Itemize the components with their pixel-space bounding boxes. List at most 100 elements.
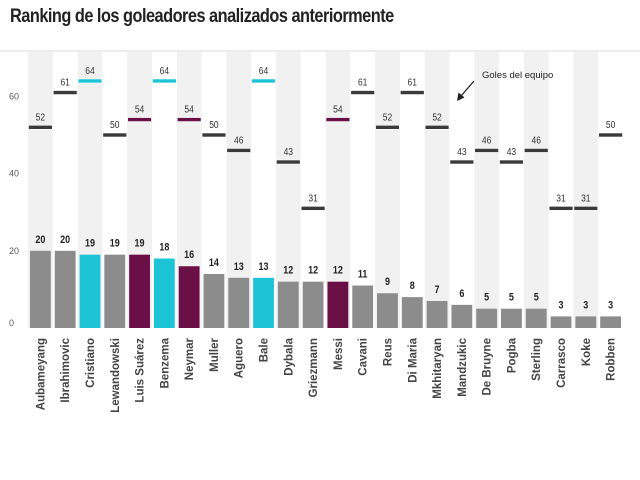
bar-22 <box>550 316 572 328</box>
team-goal-label: 61 <box>358 77 367 88</box>
team-goal-label: 64 <box>85 65 94 76</box>
annotation-text: Goles del equipo <box>482 70 553 81</box>
x-tick-label: Carrasco <box>556 338 568 388</box>
bar-value-label: 19 <box>85 238 95 250</box>
team-goal-label: 50 <box>606 119 615 130</box>
bars <box>29 250 622 328</box>
y-tick-label: 40 <box>9 169 19 179</box>
bar-19 <box>476 308 498 328</box>
bar-24 <box>600 316 622 328</box>
team-goal-marker <box>573 206 599 211</box>
bar-value-label: 13 <box>259 261 269 273</box>
bar-1 <box>29 250 51 328</box>
bar-value-label: 5 <box>484 292 489 304</box>
bar-value-label: 20 <box>35 234 45 246</box>
x-tick-label: Aubameyang <box>35 338 47 410</box>
team-goal-label: 52 <box>383 112 392 123</box>
band-18 <box>474 52 500 328</box>
x-tick-label: Reus <box>382 338 394 366</box>
team-goal-marker <box>598 132 623 138</box>
x-tick-label: Cavani <box>358 338 370 376</box>
x-tick-label: Koke <box>581 338 593 366</box>
team-goal-label: 50 <box>110 119 119 130</box>
x-tick-label: Neymar <box>184 337 196 380</box>
x-axis-labels: Aubameyang Ibrahimovic Cristiano Lewandowsk… <box>35 337 617 412</box>
team-goal-label: 46 <box>532 135 541 146</box>
bar-value-label: 3 <box>583 300 588 312</box>
bar-4 <box>104 254 126 328</box>
team-goal-label: 54 <box>184 104 193 115</box>
team-goal-markers <box>28 78 623 211</box>
bar-value-label: 19 <box>110 238 120 250</box>
team-goal-marker <box>276 159 301 165</box>
team-goal-label: 54 <box>333 104 342 115</box>
team-goal-marker <box>474 148 499 153</box>
x-tick-label: Robben <box>606 338 618 381</box>
team-goal-label: 52 <box>432 112 441 123</box>
team-goal-marker <box>300 206 326 211</box>
bar-23 <box>575 316 597 328</box>
y-tick-label: 20 <box>9 246 19 256</box>
bar-16 <box>401 297 423 328</box>
team-goal-label: 54 <box>135 104 144 115</box>
bar-value-label: 13 <box>234 261 244 273</box>
team-goal-label: 46 <box>482 135 491 146</box>
team-goal-label: 43 <box>284 146 293 157</box>
x-tick-label: Pogba <box>506 337 518 373</box>
chart-title: Ranking de los goleadores analizados ant… <box>10 6 394 27</box>
team-goal-marker <box>127 117 152 122</box>
bar-value-labels: 20 20 19 19 19 18 16 14 13 13 12 12 12 11 9 8 7 6 5 5 5 3 3 3 <box>35 234 613 312</box>
team-goal-marker <box>548 206 574 211</box>
bar-3 <box>79 254 101 328</box>
x-tick-label: Bale <box>259 338 271 362</box>
team-goal-marker <box>251 78 276 84</box>
team-goal-marker <box>375 124 400 130</box>
team-goal-marker <box>499 159 524 165</box>
team-goal-label: 61 <box>408 77 417 88</box>
x-tick-label: Messi <box>333 338 345 370</box>
x-tick-label: Lewandowski <box>110 338 122 413</box>
x-tick-label: Dybala <box>283 337 295 375</box>
band-14 <box>375 52 400 328</box>
bar-17 <box>426 300 448 328</box>
team-goal-marker <box>350 90 375 95</box>
team-goal-label: 43 <box>457 146 466 157</box>
bar-21 <box>525 308 547 328</box>
bar-value-label: 16 <box>184 249 194 261</box>
team-goal-marker <box>325 117 351 122</box>
team-goal-marker <box>28 124 53 130</box>
bar-value-label: 5 <box>534 292 539 304</box>
team-goal-label: 31 <box>581 193 590 204</box>
bar-value-label: 11 <box>358 269 368 281</box>
x-tick-label: Sterling <box>531 338 543 381</box>
x-tick-label: Aguero <box>234 338 246 378</box>
bar-value-label: 12 <box>333 265 343 277</box>
bar-11 <box>277 281 299 328</box>
team-goal-label: 64 <box>160 65 169 76</box>
bar-8 <box>203 273 225 328</box>
x-tick-label: Mkhitaryan <box>432 338 444 399</box>
x-tick-label: Ibrahimovic <box>60 337 72 402</box>
bar-value-label: 5 <box>509 292 514 304</box>
bar-2 <box>54 250 76 328</box>
team-goal-marker <box>201 132 227 138</box>
bar-value-label: 12 <box>283 265 293 277</box>
y-tick-label: 60 <box>9 91 19 101</box>
annotation-arrowhead <box>457 92 465 101</box>
team-goal-label: 52 <box>36 112 45 123</box>
bar-value-label: 18 <box>159 242 169 254</box>
team-goal-marker <box>400 90 425 95</box>
team-goal-labels: 52 61 64 50 54 64 54 50 46 64 43 31 54 61 52 61 52 43 46 43… <box>36 65 616 203</box>
team-goal-marker <box>77 78 103 84</box>
team-goal-label: 50 <box>209 119 218 130</box>
team-goal-label: 31 <box>556 193 565 204</box>
x-tick-label: Luis Suárez <box>135 338 147 403</box>
x-tick-label: De Bruyne <box>482 338 494 396</box>
bar-13 <box>327 281 349 328</box>
bar-15 <box>377 293 398 328</box>
bar-value-label: 20 <box>60 234 70 246</box>
y-axis: 0 20 40 60 <box>9 91 19 328</box>
bar-18 <box>451 304 473 328</box>
bar-6 <box>153 258 175 328</box>
bar-9 <box>228 277 250 328</box>
